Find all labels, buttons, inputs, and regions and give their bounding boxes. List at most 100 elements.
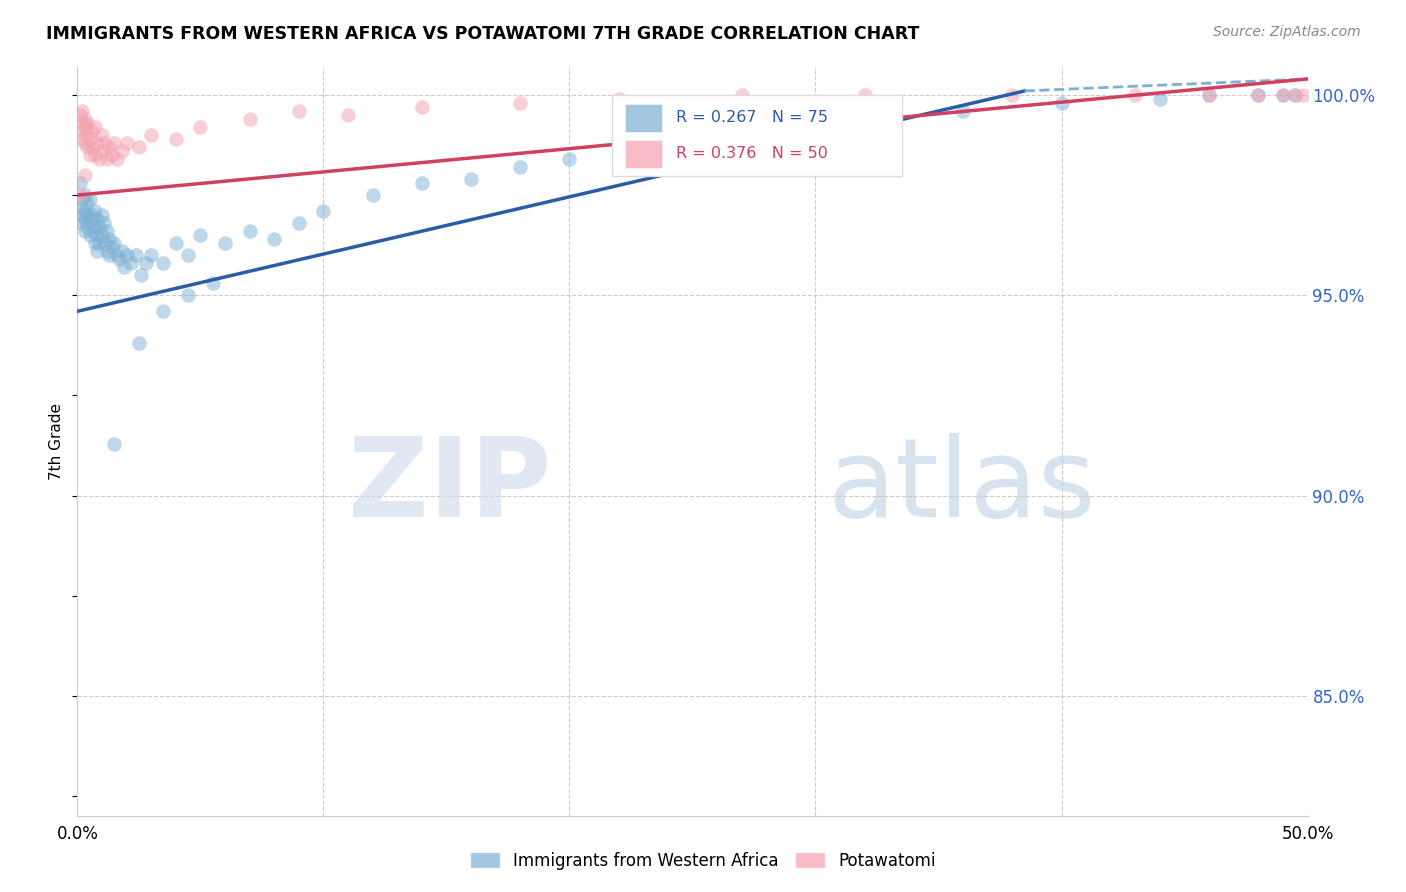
Point <box>101 148 124 162</box>
Point <box>93 216 115 230</box>
Point <box>411 100 433 114</box>
Point <box>98 232 121 246</box>
Point <box>70 132 93 146</box>
Point <box>165 236 187 251</box>
Point <box>89 236 111 251</box>
Point <box>115 136 138 150</box>
Point <box>1149 92 1171 106</box>
Point <box>108 252 131 267</box>
Point <box>101 240 124 254</box>
Point <box>188 120 212 134</box>
Point <box>111 144 132 158</box>
Point <box>853 116 876 130</box>
Point <box>79 212 101 227</box>
Point <box>90 228 114 243</box>
Point <box>128 140 150 154</box>
Point <box>1125 87 1147 102</box>
Point <box>288 216 311 230</box>
Point <box>1247 87 1270 102</box>
Point <box>558 152 581 166</box>
Point <box>76 196 98 211</box>
Point <box>76 128 98 142</box>
Point <box>214 236 236 251</box>
Point <box>89 152 111 166</box>
Point <box>79 192 101 206</box>
Point <box>165 132 187 146</box>
Point <box>112 260 135 275</box>
Point <box>188 228 212 243</box>
Point <box>73 168 96 182</box>
Point <box>682 132 704 146</box>
Point <box>83 148 105 162</box>
Point <box>1284 87 1306 102</box>
Point <box>89 220 111 235</box>
Point <box>86 212 108 227</box>
Point <box>83 120 105 134</box>
Point <box>152 304 174 318</box>
Y-axis label: 7th Grade: 7th Grade <box>49 403 65 480</box>
Point <box>141 128 163 142</box>
Point <box>70 208 93 222</box>
Point <box>152 256 174 270</box>
Point <box>111 244 132 259</box>
Point <box>96 244 118 259</box>
Point <box>93 236 115 251</box>
Point <box>69 108 91 122</box>
Point <box>121 256 143 270</box>
Point <box>73 120 96 134</box>
Point <box>105 248 128 262</box>
Point <box>1272 87 1295 102</box>
Point <box>177 248 200 262</box>
Point <box>1272 87 1295 102</box>
Point <box>731 87 754 102</box>
Point <box>607 92 630 106</box>
Point <box>128 336 150 351</box>
Point <box>177 288 200 302</box>
Point <box>69 200 91 214</box>
Point <box>83 220 105 235</box>
Point <box>69 176 91 190</box>
Point <box>69 124 91 138</box>
Point <box>337 108 360 122</box>
Point <box>103 136 125 150</box>
Point <box>952 103 974 118</box>
Point <box>98 140 121 154</box>
Point <box>90 144 114 158</box>
Point <box>73 112 96 126</box>
Point <box>1198 87 1220 102</box>
Point <box>90 128 114 142</box>
Point <box>853 87 876 102</box>
Text: Source: ZipAtlas.com: Source: ZipAtlas.com <box>1213 25 1361 39</box>
Point <box>129 268 153 283</box>
Point <box>70 216 93 230</box>
Point <box>76 220 98 235</box>
Point <box>509 95 531 110</box>
Text: atlas: atlas <box>828 433 1097 540</box>
Point <box>201 277 224 291</box>
FancyBboxPatch shape <box>624 139 662 168</box>
Point <box>82 124 104 138</box>
Point <box>79 148 101 162</box>
Point <box>79 132 101 146</box>
Point <box>79 228 101 243</box>
Text: IMMIGRANTS FROM WESTERN AFRICA VS POTAWATOMI 7TH GRADE CORRELATION CHART: IMMIGRANTS FROM WESTERN AFRICA VS POTAWA… <box>46 25 920 43</box>
Point <box>103 436 125 450</box>
Point <box>86 228 108 243</box>
Point <box>73 204 96 219</box>
Point <box>239 112 262 126</box>
Point <box>69 188 91 202</box>
Point <box>460 172 482 186</box>
Point <box>93 136 115 150</box>
Point <box>411 176 433 190</box>
Point <box>70 192 93 206</box>
Point <box>509 160 531 174</box>
Point <box>361 188 384 202</box>
Point <box>312 204 335 219</box>
Point <box>82 224 104 238</box>
Point <box>115 248 138 262</box>
Legend: Immigrants from Western Africa, Potawatomi: Immigrants from Western Africa, Potawato… <box>463 846 943 877</box>
Point <box>83 204 105 219</box>
Point <box>73 224 96 238</box>
Point <box>83 236 105 251</box>
Point <box>1292 87 1315 102</box>
